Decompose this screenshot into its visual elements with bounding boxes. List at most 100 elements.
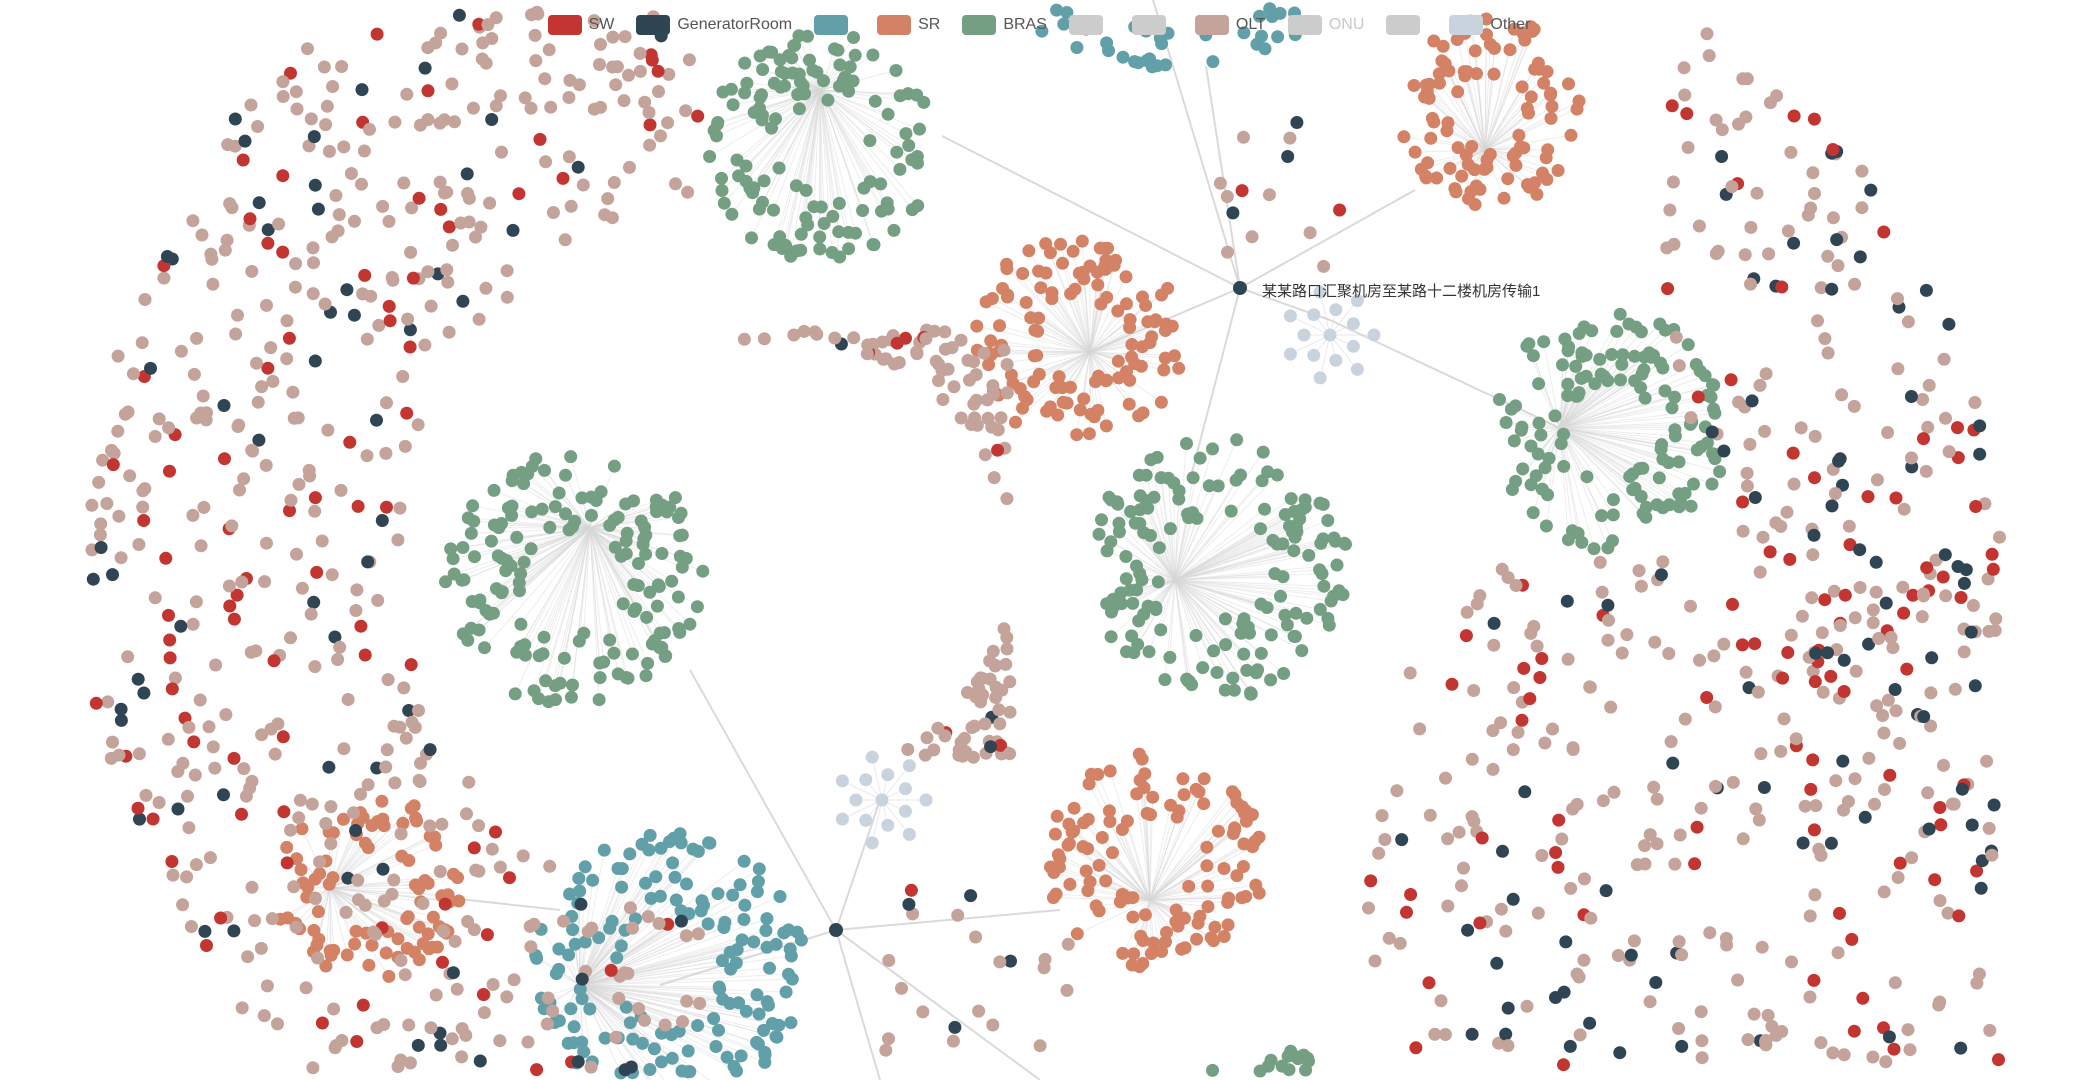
olt-node[interactable]	[433, 865, 447, 878]
olt-node[interactable]	[380, 396, 393, 410]
sw-node[interactable]	[530, 1063, 544, 1077]
teal-cluster-node[interactable]	[586, 873, 600, 887]
other-node[interactable]	[881, 818, 895, 832]
sr-cluster-node[interactable]	[395, 849, 409, 863]
olt-node[interactable]	[331, 653, 345, 666]
olt-node[interactable]	[523, 919, 537, 933]
bras-cluster-node[interactable]	[765, 121, 778, 135]
olt-node[interactable]	[617, 94, 631, 108]
generator-node[interactable]	[114, 702, 128, 716]
legend-item[interactable]: SR	[877, 15, 940, 35]
olt-node[interactable]	[148, 430, 162, 443]
olt-node[interactable]	[264, 341, 278, 355]
bras-cluster-node[interactable]	[874, 177, 888, 191]
sw-node[interactable]	[1856, 991, 1870, 1005]
bras-cluster-node[interactable]	[1628, 349, 1641, 363]
olt-node[interactable]	[360, 332, 374, 346]
generator-node[interactable]	[1226, 206, 1240, 220]
sr-cluster-node[interactable]	[984, 334, 998, 348]
generator-node[interactable]	[485, 113, 499, 126]
bras-cluster-node[interactable]	[539, 674, 553, 688]
olt-node[interactable]	[633, 64, 647, 78]
olt-node[interactable]	[306, 287, 320, 301]
other-node[interactable]	[898, 804, 912, 818]
olt-node[interactable]	[1798, 799, 1812, 813]
olt-node[interactable]	[1038, 952, 1052, 966]
olt-node[interactable]	[348, 214, 361, 228]
generator-node[interactable]	[1987, 798, 2001, 812]
bras-cluster-node[interactable]	[1132, 614, 1146, 628]
bras-cluster-node[interactable]	[456, 541, 470, 554]
bras-cluster-node[interactable]	[1493, 393, 1506, 406]
teal-cluster-node[interactable]	[643, 1063, 657, 1076]
bras-cluster-node[interactable]	[1244, 686, 1258, 700]
olt-node[interactable]	[1662, 647, 1676, 660]
olt-node[interactable]	[132, 747, 146, 761]
olt-node[interactable]	[495, 145, 508, 159]
olt-node[interactable]	[239, 789, 253, 803]
sw-node[interactable]	[1726, 597, 1739, 611]
bras-cluster-node[interactable]	[1102, 490, 1116, 504]
olt-node[interactable]	[493, 1034, 507, 1048]
teal-cluster-node[interactable]	[691, 844, 705, 858]
olt-node[interactable]	[581, 925, 595, 939]
bras-cluster-node[interactable]	[643, 585, 657, 599]
teal-cluster-node[interactable]	[592, 931, 606, 945]
sr-cluster-node[interactable]	[365, 938, 379, 952]
olt-node[interactable]	[1507, 681, 1521, 695]
olt-node[interactable]	[1620, 628, 1634, 642]
bras-cluster-node[interactable]	[1336, 588, 1350, 602]
teal-cluster-node[interactable]	[711, 887, 725, 901]
olt-node[interactable]	[1957, 645, 1971, 659]
bras-cluster-node[interactable]	[1300, 611, 1314, 625]
olt-node[interactable]	[393, 501, 407, 515]
bras-cluster-node[interactable]	[1672, 455, 1686, 469]
sr-cluster-node[interactable]	[1531, 56, 1545, 70]
bras-cluster-node[interactable]	[1151, 575, 1165, 589]
bras-cluster-node[interactable]	[1278, 608, 1292, 622]
olt-node[interactable]	[1607, 785, 1621, 799]
olt-node[interactable]	[1000, 631, 1014, 644]
sr-cluster-node[interactable]	[1107, 258, 1121, 272]
bras-cluster-node[interactable]	[510, 645, 524, 659]
generator-node[interactable]	[1757, 781, 1771, 794]
teal-cluster-node[interactable]	[635, 1036, 649, 1050]
sr-cluster-node[interactable]	[1468, 44, 1482, 58]
teal-cluster-node[interactable]	[773, 890, 787, 903]
sw-node[interactable]	[1690, 820, 1704, 834]
olt-node[interactable]	[1382, 931, 1396, 945]
olt-node[interactable]	[112, 509, 126, 523]
teal-cluster-node[interactable]	[763, 961, 776, 975]
olt-node[interactable]	[1915, 610, 1929, 624]
sw-node[interactable]	[163, 651, 177, 665]
sr-cluster-node[interactable]	[1488, 41, 1501, 55]
teal-cluster-node[interactable]	[1140, 54, 1154, 68]
olt-node[interactable]	[1777, 712, 1791, 726]
olt-node[interactable]	[1495, 562, 1509, 576]
olt-node[interactable]	[1000, 386, 1014, 400]
olt-node[interactable]	[1738, 248, 1752, 262]
sw-node[interactable]	[1928, 873, 1942, 887]
teal-cluster-node[interactable]	[772, 1018, 786, 1032]
olt-node[interactable]	[112, 748, 126, 762]
sw-node[interactable]	[1906, 588, 1920, 602]
sr-cluster-node[interactable]	[1451, 85, 1465, 99]
bras-cluster-node[interactable]	[513, 584, 526, 598]
olt-node[interactable]	[1939, 589, 1953, 603]
olt-node[interactable]	[186, 617, 200, 631]
bras-cluster-node[interactable]	[525, 505, 539, 519]
bras-cluster-node[interactable]	[679, 552, 693, 565]
olt-node[interactable]	[1615, 646, 1629, 660]
sr-cluster-node[interactable]	[1168, 349, 1181, 363]
olt-node[interactable]	[327, 1002, 341, 1016]
olt-node[interactable]	[1486, 762, 1500, 776]
olt-node[interactable]	[355, 177, 368, 191]
olt-node[interactable]	[1905, 851, 1919, 865]
generator-node[interactable]	[460, 167, 474, 181]
sw-node[interactable]	[1552, 813, 1566, 827]
sw-node[interactable]	[1952, 909, 1966, 923]
generator-node[interactable]	[1830, 233, 1844, 247]
olt-node[interactable]	[255, 380, 269, 394]
olt-node[interactable]	[546, 206, 560, 219]
olt-node[interactable]	[594, 37, 607, 51]
